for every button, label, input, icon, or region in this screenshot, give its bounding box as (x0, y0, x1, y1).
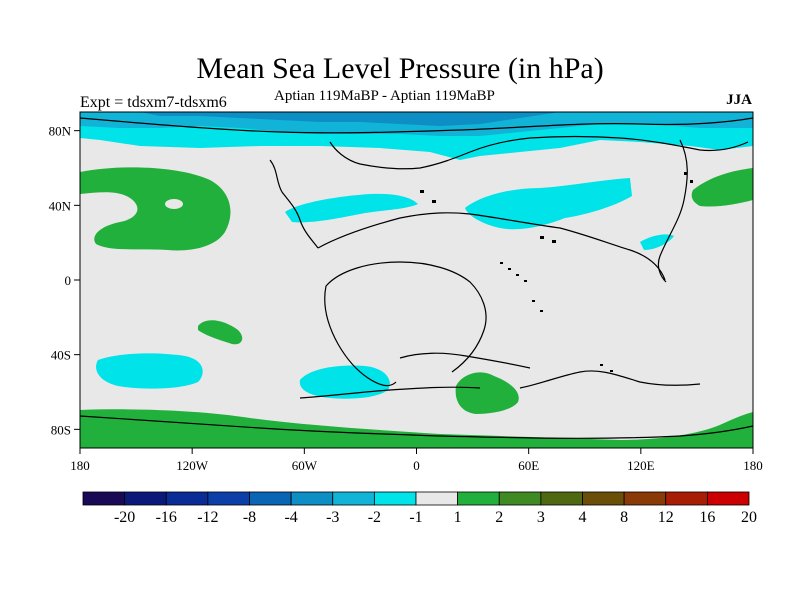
colorbar-swatch (457, 491, 500, 506)
field-neg3-north (140, 112, 560, 126)
colorbar-swatch (165, 491, 209, 506)
field-pos-antarctic (80, 409, 753, 448)
map-title: Mean Sea Level Pressure (in hPa) (196, 52, 604, 85)
period-label: Aptian 119MaBP - Aptian 119MaBP (274, 88, 495, 104)
colorbar-label: -1 (409, 509, 422, 526)
colorbar-swatch (706, 491, 750, 506)
colorbar-swatch (582, 491, 625, 506)
colorbar-swatch (665, 491, 708, 506)
field-hole (165, 199, 183, 209)
colorbar-label: -4 (284, 509, 297, 526)
lon-tick-label: 60W (292, 458, 318, 473)
colorbar-swatch (249, 491, 292, 506)
field-pos-southpacific-small (198, 320, 243, 345)
colorbar-label: -20 (114, 509, 135, 526)
season-label: JJA (726, 92, 752, 108)
field-neg1-eurasia (465, 178, 632, 230)
coastlines (80, 117, 753, 439)
colorbar-swatch (540, 491, 583, 506)
colorbar-swatch (498, 491, 542, 506)
colorbar: -20 -16 -12 -8 -4 -3 -2 -1 1 2 3 4 8 12 16 20 (82, 491, 757, 526)
latitude-ticks: 80N 40N 0 40S 80S (49, 124, 80, 437)
lon-tick-label: 120E (627, 458, 655, 473)
colorbar-label: 8 (620, 509, 628, 526)
lon-tick-label: 180 (70, 458, 90, 473)
colorbar-label: -3 (326, 509, 339, 526)
field-pos-south-atlantic (455, 372, 519, 414)
colorbar-label: 20 (741, 509, 757, 526)
lat-tick-label: 40S (51, 348, 71, 363)
colorbar-label: -2 (368, 509, 381, 526)
field-neg1-southwest (96, 353, 203, 389)
colorbar-swatch (373, 491, 417, 506)
lat-tick-label: 80N (49, 124, 72, 139)
field-pos-north-pacific (80, 167, 231, 251)
colorbar-swatch (415, 491, 459, 506)
colorbar-swatch (332, 491, 375, 506)
lat-tick-label: 0 (65, 273, 72, 288)
lon-tick-label: 0 (413, 458, 420, 473)
field-neg1-atlantic (285, 193, 418, 223)
experiment-label: Expt = tdsxm7-tdsxm6 (80, 94, 227, 111)
colorbar-label: 4 (579, 509, 587, 526)
colorbar-label: 2 (495, 509, 503, 526)
colorbar-label: 16 (699, 509, 715, 526)
map-field (80, 112, 753, 448)
lon-tick-label: 180 (743, 458, 763, 473)
longitude-ticks: 180 120W 60W 0 60E 120E 180 (70, 448, 763, 473)
islands (420, 172, 693, 372)
colorbar-label: -16 (156, 509, 177, 526)
colorbar-swatch (207, 491, 250, 506)
colorbar-swatch (623, 491, 667, 506)
colorbar-swatch (124, 491, 167, 506)
colorbar-label: 3 (537, 509, 545, 526)
colorbar-label: -12 (197, 509, 218, 526)
lat-tick-label: 40N (49, 198, 72, 213)
field-neg1-southcentral (299, 365, 390, 399)
colorbar-swatch (82, 491, 126, 506)
colorbar-label: -8 (243, 509, 256, 526)
colorbar-label: 12 (658, 509, 674, 526)
lat-tick-label: 80S (51, 422, 71, 437)
lon-tick-label: 60E (518, 458, 539, 473)
colorbar-swatch (290, 491, 334, 506)
field-neg1-pacific-east (640, 234, 674, 250)
field-background (80, 112, 753, 448)
field-pos-northeast (691, 168, 753, 207)
colorbar-label: 1 (454, 509, 462, 526)
lon-tick-label: 120W (176, 458, 209, 473)
